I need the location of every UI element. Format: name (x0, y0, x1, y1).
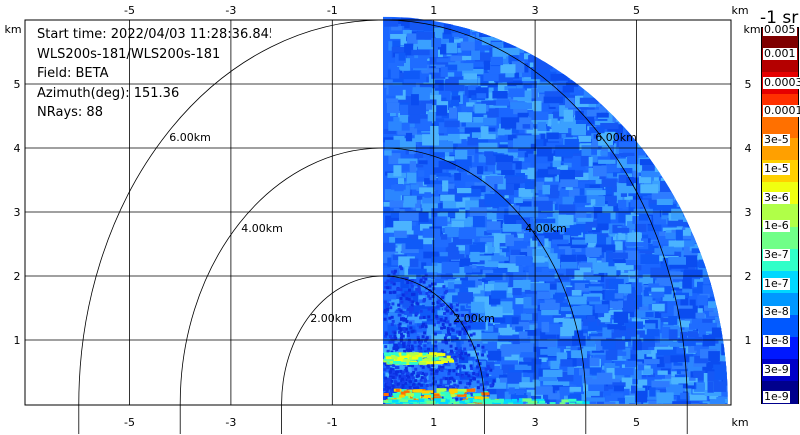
scan-info-box: Start time: 2022/04/03 11:28:36.845 WLS2… (37, 25, 271, 123)
colorbar-title: -1 sr (760, 8, 799, 28)
y-tick-label-right: 2 (745, 270, 752, 283)
y-tick-label-left: 3 (14, 206, 21, 219)
y-tick-label-right: 4 (745, 142, 752, 155)
colorbar-tick-label: 1e-7 (763, 276, 790, 290)
y-tick-label-left: 5 (14, 78, 21, 91)
x-tick-label-bottom: 5 (633, 416, 640, 429)
x-tick-label-top: -5 (124, 4, 135, 17)
range-ring-label: 6.00km (169, 131, 211, 144)
axis-ticks: -5 -5 -3 -3 -1 -1 1 1 3 3 5 5 1 1 2 2 3 3 4 4 5 5 km km km km (4, 4, 760, 429)
axis-unit-label: km (731, 4, 748, 17)
colorbar-segment (762, 116, 798, 139)
colorbar-segment (762, 314, 798, 338)
colorbar-tick-label: 3e-5 (763, 133, 790, 147)
x-tick-label-top: -3 (225, 4, 236, 17)
range-ring-label: 6.00km (595, 131, 637, 144)
range-ring-label: 2.00km (310, 312, 352, 325)
colorbar-tick-label: 3e-6 (763, 190, 790, 204)
y-tick-label-right: 5 (745, 78, 752, 91)
range-ring-labels: 2.00km 2.00km 4.00km 4.00km 6.00km 6.00km (169, 131, 637, 325)
y-tick-label-right: 1 (745, 334, 752, 347)
range-ring-label: 4.00km (525, 222, 567, 235)
y-tick-label-left: 1 (14, 334, 21, 347)
nrays-text: NRays: 88 (37, 105, 103, 121)
backscatter-data (383, 16, 728, 405)
x-tick-label-top: 1 (430, 4, 437, 17)
x-tick-label-bottom: -1 (327, 416, 338, 429)
x-tick-label-bottom: -5 (124, 416, 135, 429)
y-tick-label-right: 3 (745, 206, 752, 219)
x-tick-label-top: -1 (327, 4, 338, 17)
azimuth-text: Azimuth(deg): 151.36 (37, 85, 180, 101)
field-text: Field: BETA (37, 66, 109, 82)
colorbar: 0.005 0.001 0.0003 0.0001 3e-5 1e-5 3e-6 1e-6 3e… (761, 23, 800, 404)
instrument-text: WLS200s-181/WLS200s-181 (37, 46, 221, 62)
axis-unit-label: km (731, 416, 748, 429)
axis-unit-label: km (4, 23, 21, 36)
plot-frame (24, 19, 732, 406)
x-tick-label-top: 5 (633, 4, 640, 17)
colorbar-tick-label: 3e-8 (763, 305, 790, 319)
colorbar-tick-label: 0.001 (763, 47, 797, 60)
colorbar-tick-label: 1e-9 (763, 390, 790, 403)
y-tick-label-left: 2 (14, 270, 21, 283)
x-tick-label-bottom: 1 (430, 416, 437, 429)
axis-unit-label: km (743, 23, 760, 36)
colorbar-tick-label: 0.005 (763, 23, 797, 36)
range-rings (78, 19, 688, 434)
start-time-text: Start time: 2022/04/03 11:28:36.845 (37, 27, 271, 42)
x-tick-label-top: 3 (532, 4, 539, 17)
colorbar-tick-label: 3e-9 (763, 362, 790, 376)
range-ring-label: 2.00km (453, 312, 495, 325)
colorbar-tick-label: 3e-7 (763, 247, 790, 261)
x-tick-label-bottom: -3 (225, 416, 236, 429)
colorbar-tick-label: 0.0001 (763, 105, 800, 118)
colorbar-tick-label: 1e-6 (763, 219, 790, 233)
colorbar-tick-label: 1e-8 (763, 334, 790, 347)
colorbar-tick-label: 0.0003 (763, 76, 800, 89)
range-ring-label: 4.00km (241, 222, 283, 235)
colorbar-tick-label: 1e-5 (763, 161, 790, 175)
y-tick-label-left: 4 (14, 142, 21, 155)
x-tick-label-bottom: 3 (532, 416, 539, 429)
